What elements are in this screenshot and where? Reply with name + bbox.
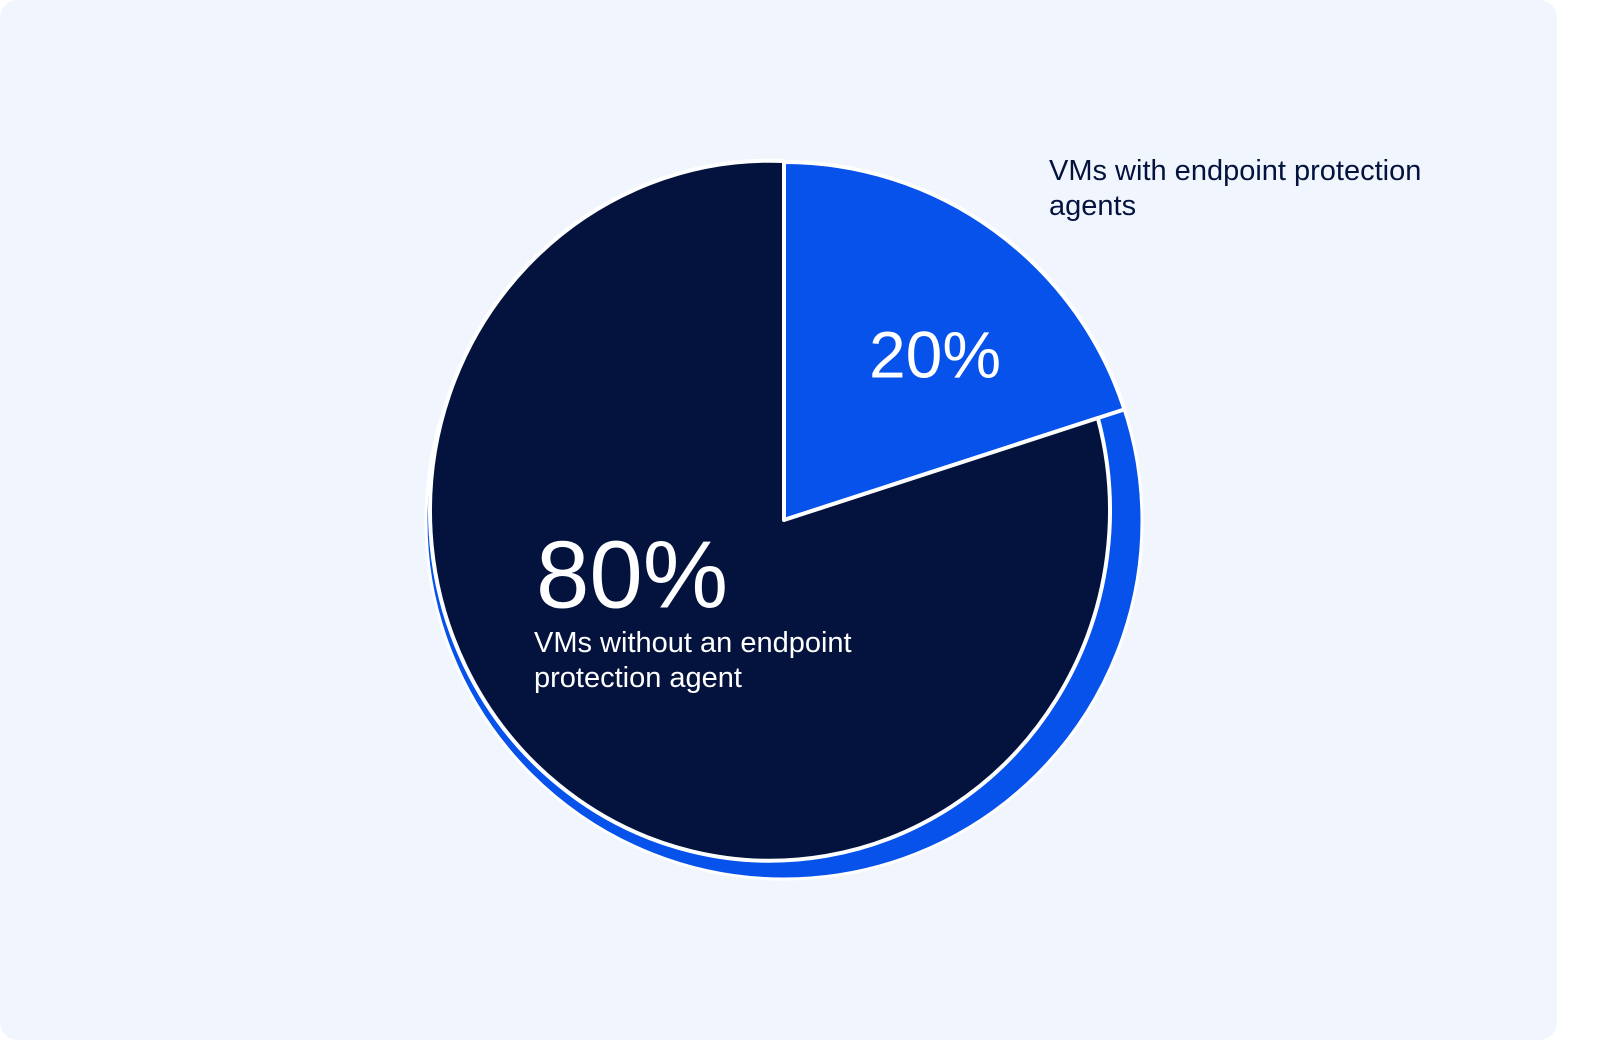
value-label: 80% xyxy=(536,521,728,628)
slice-label: VMs without an endpoint protection agent xyxy=(534,627,852,694)
value-label: 20% xyxy=(869,317,1001,391)
slice-label: VMs with endpoint protection agents xyxy=(1049,155,1422,222)
pie-slice xyxy=(782,160,1127,522)
pie-slice xyxy=(428,158,1112,863)
